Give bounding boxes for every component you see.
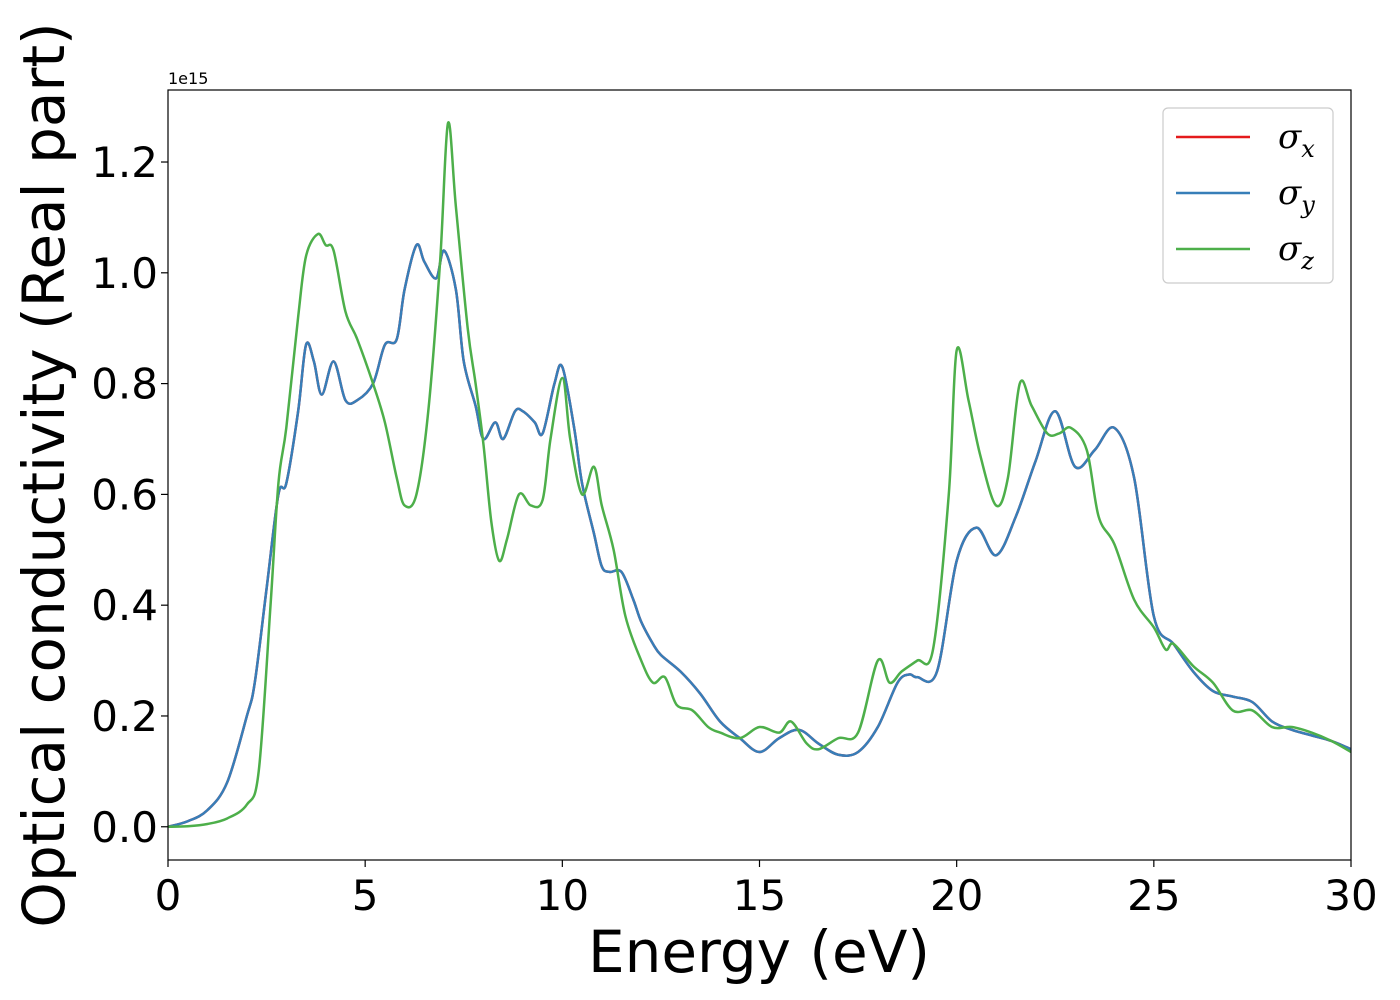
legend-label-y: σy xyxy=(1278,173,1315,219)
y-tick-label: 0.6 xyxy=(91,470,158,519)
x-axis-title: Energy (eV) xyxy=(588,918,930,986)
y-tick-label: 1.2 xyxy=(91,138,158,187)
y-axis: 0.0 0.2 0.4 0.6 0.8 1.0 1.2 xyxy=(91,138,168,852)
y-tick-label: 0.0 xyxy=(91,803,158,852)
y-tick-label: 1.0 xyxy=(91,249,158,298)
series-line-z xyxy=(168,121,1351,829)
x-tick-label: 0 xyxy=(155,871,182,920)
y-tick-label: 0.8 xyxy=(91,360,158,409)
x-tick-label: 20 xyxy=(930,871,983,920)
x-axis: 0 5 10 15 20 25 30 xyxy=(155,860,1378,920)
series-line-x xyxy=(168,243,1351,828)
y-axis-multiplier: 1e15 xyxy=(168,69,208,88)
y-axis-title: Optical conductivity (Real part) xyxy=(10,22,78,927)
series-layer xyxy=(168,121,1351,829)
series-line-y xyxy=(168,243,1351,828)
x-tick-label: 30 xyxy=(1324,871,1377,920)
x-tick-label: 10 xyxy=(536,871,589,920)
x-tick-label: 25 xyxy=(1127,871,1180,920)
y-tick-label: 0.4 xyxy=(91,581,158,630)
y-tick-label: 0.2 xyxy=(91,692,158,741)
legend-label-x: σx xyxy=(1278,117,1315,163)
legend: σx σy σz xyxy=(1162,107,1334,284)
x-tick-label: 15 xyxy=(733,871,786,920)
x-tick-label: 5 xyxy=(352,871,379,920)
legend-label-z: σz xyxy=(1278,229,1314,275)
legend-frame xyxy=(1162,107,1334,284)
